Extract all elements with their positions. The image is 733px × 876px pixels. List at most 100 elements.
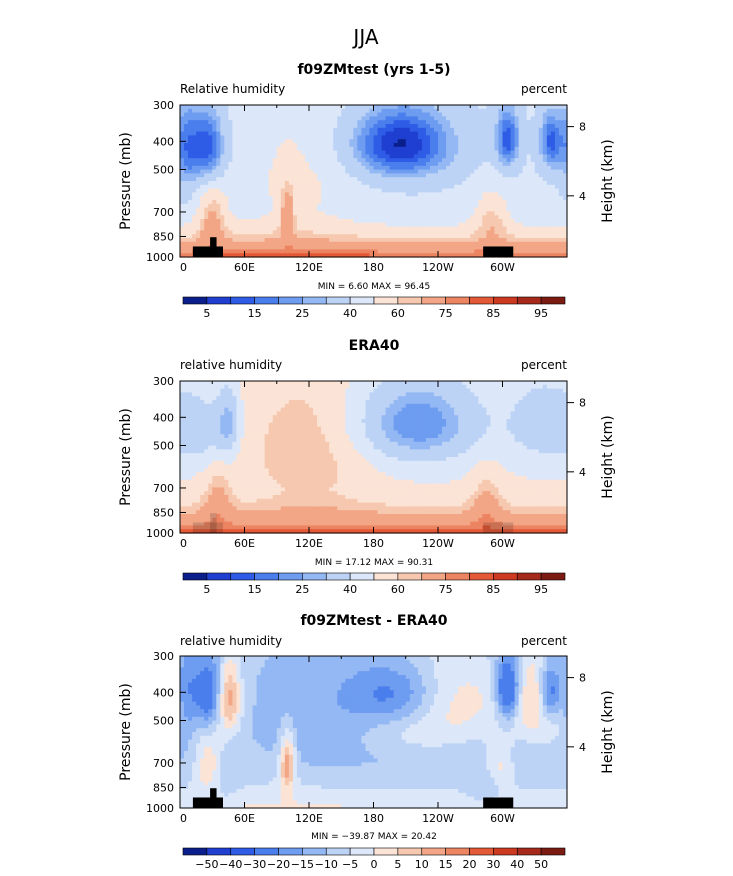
heatmap-cell	[345, 173, 350, 177]
heatmap-cell	[361, 151, 366, 155]
heatmap-cell	[180, 223, 185, 227]
heatmap-cell	[482, 215, 487, 219]
heatmap-cell	[184, 196, 189, 200]
heatmap-cell	[208, 162, 213, 166]
heatmap-cell	[559, 139, 564, 143]
heatmap-cell	[305, 400, 310, 404]
heatmap-cell	[220, 105, 225, 109]
heatmap-cell	[559, 120, 564, 124]
heatmap-cell	[325, 234, 330, 238]
heatmap-cell	[289, 227, 294, 231]
heatmap-cell	[345, 230, 350, 234]
heatmap-cell	[341, 143, 346, 147]
heatmap-cell	[216, 385, 221, 389]
heatmap-cell	[257, 158, 262, 162]
heatmap-cell	[353, 242, 358, 246]
heatmap-cell	[539, 238, 544, 242]
heatmap-cell	[365, 124, 370, 128]
heatmap-cell	[265, 419, 270, 423]
heatmap-cell	[253, 215, 258, 219]
heatmap-cell	[337, 109, 342, 113]
heatmap-cell	[406, 196, 411, 200]
heatmap-cell	[325, 173, 330, 177]
heatmap-cell	[317, 404, 322, 408]
heatmap-cell	[240, 204, 245, 208]
heatmap-cell	[378, 238, 383, 242]
heatmap-cell	[398, 124, 403, 128]
heatmap-cell	[418, 173, 423, 177]
heatmap-cell	[466, 223, 471, 227]
heatmap-cell	[333, 162, 338, 166]
heatmap-cell	[418, 381, 423, 385]
heatmap-cell	[494, 408, 499, 412]
heatmap-cell	[462, 389, 467, 393]
heatmap-cell	[192, 234, 197, 238]
heatmap-cell	[394, 116, 399, 120]
heatmap-cell	[341, 385, 346, 389]
heatmap-cell	[309, 143, 314, 147]
heatmap-cell	[208, 396, 213, 400]
heatmap-cell	[507, 211, 512, 215]
heatmap-cell	[378, 109, 383, 113]
heatmap-cell	[349, 208, 354, 212]
panel-title: f09ZMtest (yrs 1-5)	[297, 62, 450, 78]
colorbar-label: 75	[439, 307, 453, 320]
heatmap-cell	[470, 151, 475, 155]
heatmap-cell	[249, 385, 254, 389]
heatmap-cell	[523, 143, 528, 147]
heatmap-cell	[422, 151, 427, 155]
heatmap-cell	[232, 170, 237, 174]
heatmap-cell	[297, 404, 302, 408]
heatmap-cell	[374, 105, 379, 109]
heatmap-cell	[450, 135, 455, 139]
heatmap-cell	[466, 230, 471, 234]
heatmap-cell	[410, 116, 415, 120]
heatmap-cell	[410, 166, 415, 170]
heatmap-cell	[519, 400, 524, 404]
colorbar-label: 60	[391, 307, 405, 320]
heatmap-cell	[543, 189, 548, 193]
heatmap-cell	[305, 177, 310, 181]
heatmap-cell	[212, 196, 217, 200]
heatmap-cell	[418, 109, 423, 113]
heatmap-cell	[293, 124, 298, 128]
heatmap-cell	[208, 158, 213, 162]
heatmap-cell	[184, 124, 189, 128]
heatmap-cell	[349, 189, 354, 193]
heatmap-cell	[365, 242, 370, 246]
heatmap-cell	[305, 396, 310, 400]
heatmap-cell	[559, 215, 564, 219]
heatmap-cell	[240, 166, 245, 170]
heatmap-cell	[482, 234, 487, 238]
heatmap-cell	[410, 132, 415, 136]
heatmap-cell	[309, 139, 314, 143]
heatmap-cell	[265, 381, 270, 385]
heatmap-cell	[293, 113, 298, 117]
heatmap-cell	[265, 411, 270, 415]
heatmap-cell	[547, 400, 552, 404]
colorbar-swatch	[279, 297, 303, 304]
heatmap-cell	[273, 185, 278, 189]
heatmap-cell	[478, 151, 483, 155]
heatmap-cell	[507, 132, 512, 136]
heatmap-cell	[265, 109, 270, 113]
heatmap-cell	[200, 400, 205, 404]
heatmap-cell	[527, 162, 532, 166]
heatmap-cell	[269, 419, 274, 423]
heatmap-cell	[418, 170, 423, 174]
heatmap-cell	[321, 215, 326, 219]
heatmap-cell	[515, 419, 520, 423]
heatmap-cell	[394, 181, 399, 185]
heatmap-cell	[345, 389, 350, 393]
heatmap-cell	[382, 238, 387, 242]
heatmap-cell	[325, 113, 330, 117]
heatmap-cell	[313, 132, 318, 136]
heatmap-cell	[478, 242, 483, 246]
heatmap-cell	[309, 385, 314, 389]
heatmap-cell	[285, 238, 290, 242]
heatmap-cell	[265, 189, 270, 193]
heatmap-cell	[293, 128, 298, 132]
heatmap-cell	[369, 238, 374, 242]
heatmap-cell	[410, 396, 415, 400]
heatmap-cell	[204, 120, 209, 124]
